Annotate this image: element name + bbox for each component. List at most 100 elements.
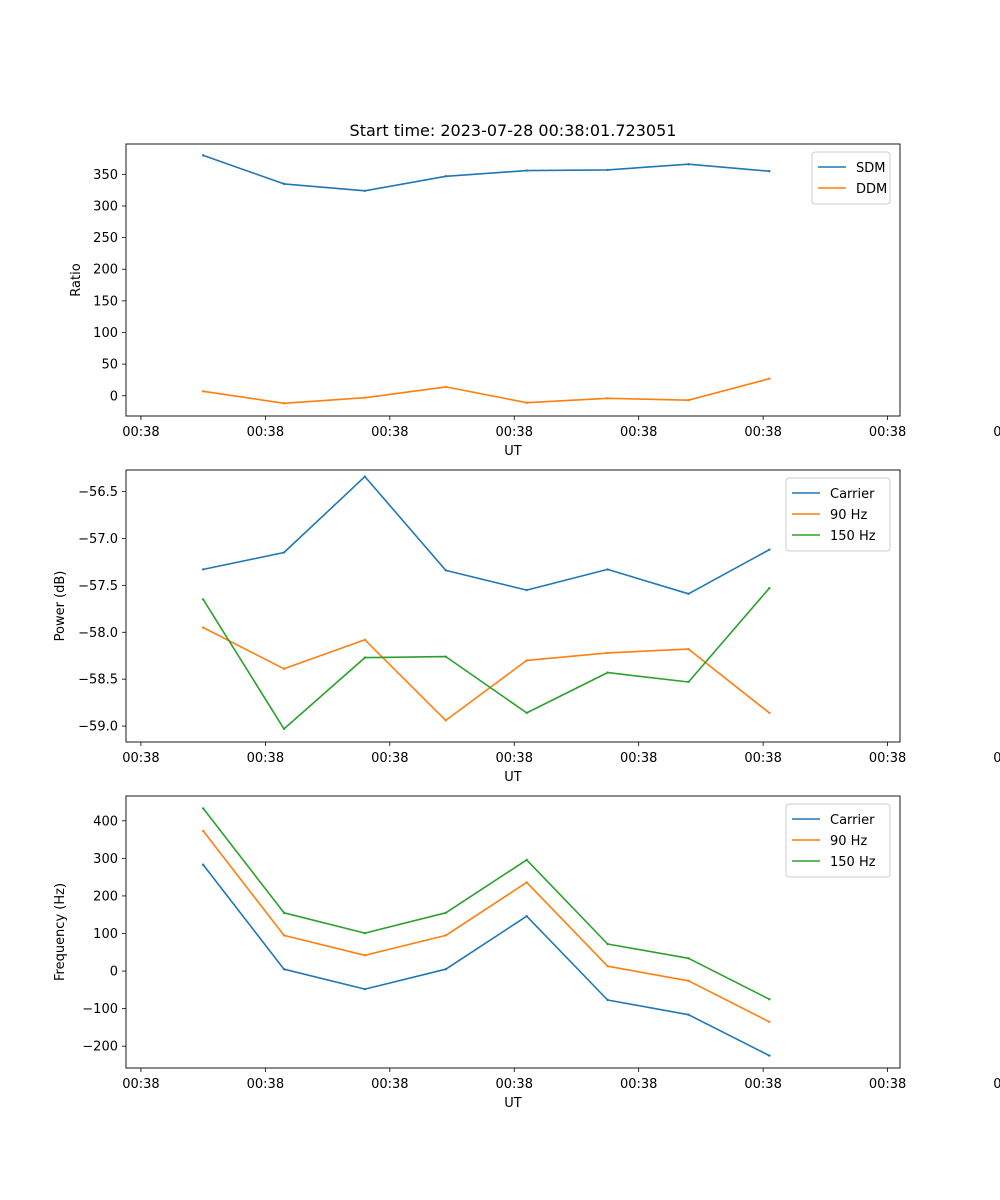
y-tick-label: −59.0	[78, 720, 118, 735]
x-tick-label: 00:38	[371, 1077, 408, 1092]
y-axis-label: Power (dB)	[53, 571, 68, 642]
data-point	[363, 475, 367, 478]
data-point	[525, 659, 528, 662]
data-point	[768, 377, 771, 380]
data-point	[444, 569, 448, 572]
data-point	[363, 396, 367, 399]
x-tick-label: 00:38	[496, 751, 533, 766]
y-axis-label: Ratio	[69, 263, 84, 296]
y-tick-label: 0	[110, 965, 118, 980]
data-point	[363, 638, 367, 641]
x-axis-label: UT	[504, 444, 522, 459]
y-tick-label: 100	[93, 927, 118, 942]
data-point	[444, 719, 448, 722]
data-point	[606, 168, 609, 172]
data-point	[201, 568, 205, 571]
data-point	[201, 154, 205, 157]
data-point	[444, 967, 448, 971]
y-tick-label: 150	[93, 294, 118, 309]
legend-label: Carrier	[830, 813, 875, 828]
data-point	[525, 588, 528, 592]
x-tick-label: 00:38	[371, 751, 408, 766]
legend-label: DDM	[856, 182, 887, 197]
x-tick-label: 00:38	[247, 425, 284, 440]
data-point	[687, 957, 690, 960]
data-point	[606, 568, 609, 571]
legend-label: SDM	[856, 161, 885, 176]
data-point	[687, 592, 690, 596]
data-point	[606, 671, 609, 674]
x-tick-label: 00:38	[869, 1077, 906, 1092]
data-point	[201, 390, 205, 393]
data-point	[768, 548, 771, 551]
x-tick-label: 00:38	[744, 751, 781, 766]
series-line-carrier	[203, 475, 770, 595]
data-point	[606, 942, 609, 946]
x-tick-label: 00:38	[869, 425, 906, 440]
series-line-90-hz	[202, 830, 770, 1023]
data-point	[606, 964, 609, 968]
x-tick-label: 00:38	[496, 425, 533, 440]
x-tick-label: 00:38	[122, 751, 159, 766]
subplot-power: 00:38 00:38 00:38 00:38 00:38 00:38 00:38 00:39…	[53, 469, 1000, 785]
legend-label: 90 Hz	[830, 834, 867, 849]
y-tick-label: −57.0	[78, 532, 118, 547]
data-point	[525, 169, 528, 172]
data-point	[687, 647, 690, 651]
series-line-150-hz	[202, 587, 770, 730]
data-point	[363, 987, 367, 991]
data-point	[201, 598, 205, 601]
data-point	[282, 727, 286, 731]
legend-label: 150 Hz	[830, 855, 876, 870]
x-tick-label: 00:38	[744, 425, 781, 440]
y-tick-label: −58.0	[78, 626, 118, 641]
series-line-ddm	[203, 377, 770, 405]
data-point	[687, 979, 690, 983]
data-point	[525, 881, 528, 884]
series-line-sdm	[202, 154, 770, 192]
y-tick-label: 200	[93, 263, 118, 278]
data-point	[363, 931, 367, 935]
data-point	[282, 182, 286, 186]
data-point	[201, 863, 205, 866]
data-point	[363, 189, 367, 193]
data-point	[768, 170, 771, 173]
y-tick-label: 0	[110, 389, 118, 404]
y-tick-label: 300	[93, 199, 118, 214]
x-tick-label: 00:39	[993, 1077, 1000, 1092]
data-point	[768, 1020, 771, 1023]
y-tick-label: −57.5	[78, 579, 118, 594]
legend-label: 150 Hz	[830, 529, 876, 544]
y-tick-label: 350	[93, 168, 118, 183]
y-tick-label: 400	[93, 814, 118, 829]
y-tick-label: −200	[82, 1040, 118, 1055]
data-point	[525, 915, 528, 918]
axes-frame	[125, 795, 901, 1069]
data-point	[525, 401, 528, 404]
data-point	[687, 163, 690, 166]
x-tick-label: 00:38	[620, 1077, 657, 1092]
data-point	[444, 655, 448, 658]
y-tick-label: 250	[93, 231, 118, 246]
subplot-frequency: 00:38 00:38 00:38 00:38 00:38 00:38 00:38 00:39…	[53, 795, 1000, 1111]
series-line-150-hz	[202, 807, 770, 1000]
data-point	[687, 1013, 690, 1016]
legend-box	[785, 477, 891, 552]
data-point	[201, 807, 205, 810]
y-tick-label: −56.5	[78, 485, 118, 500]
data-point	[525, 711, 528, 715]
legend-box	[811, 151, 891, 205]
data-point	[282, 967, 286, 971]
data-point	[363, 954, 367, 957]
legend-box	[785, 803, 891, 878]
data-point	[606, 397, 609, 400]
series-line-carrier	[202, 864, 770, 1057]
data-point	[444, 911, 448, 915]
y-tick-label: −100	[82, 1002, 118, 1017]
subplot-ratio: 00:38 00:38 00:38 00:38 00:38 00:38 00:38 00:39…	[69, 143, 1000, 459]
axes-frame	[125, 469, 901, 743]
data-point	[768, 586, 771, 590]
x-tick-label: 00:39	[993, 425, 1000, 440]
x-tick-label: 00:39	[993, 751, 1000, 766]
